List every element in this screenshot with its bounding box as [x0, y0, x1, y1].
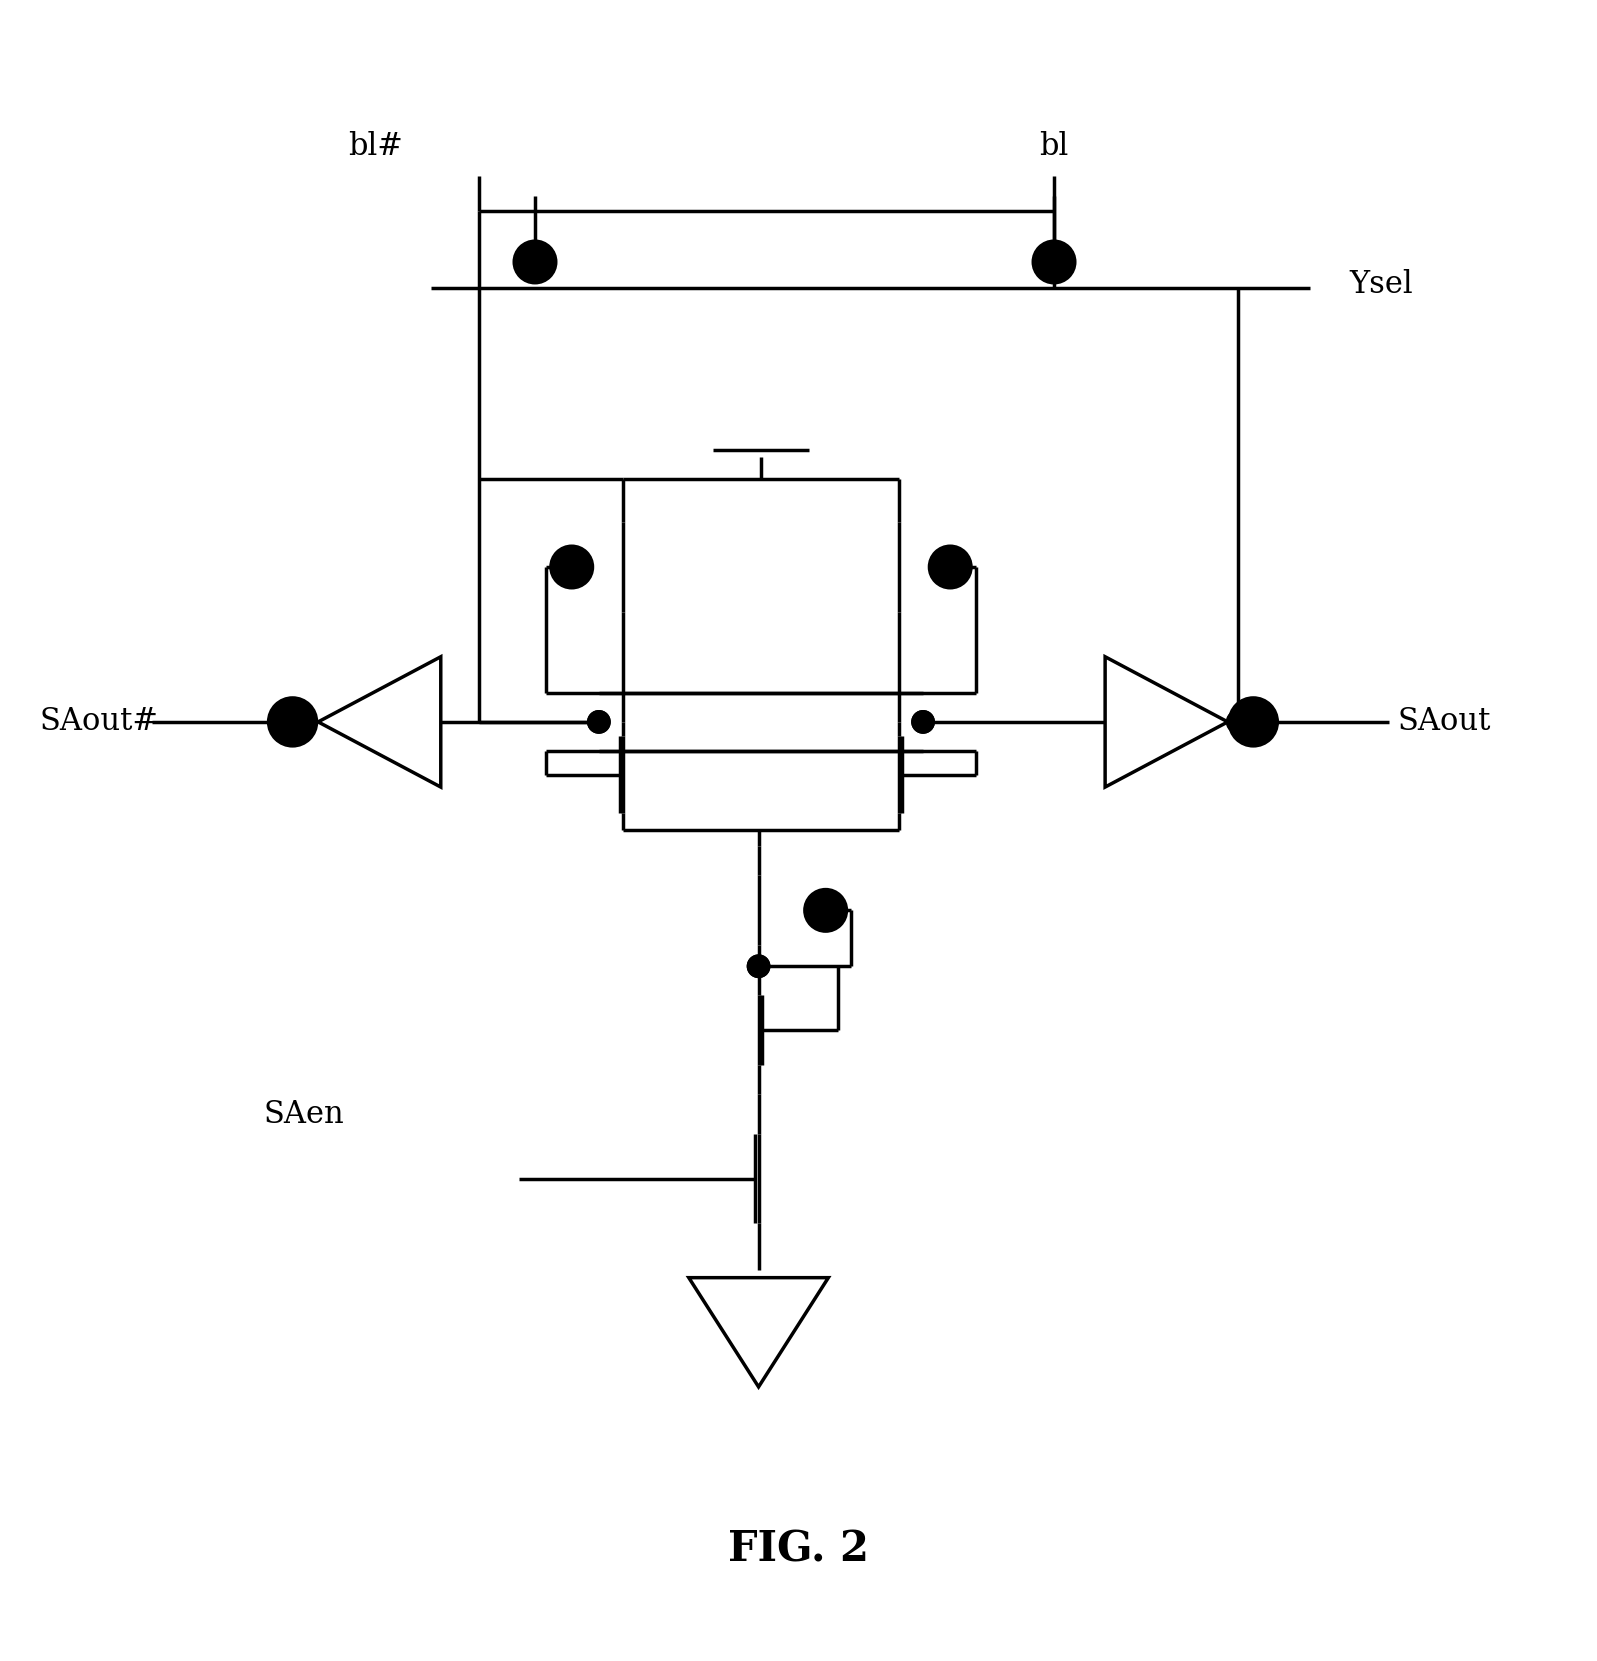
Circle shape [551, 546, 592, 588]
Circle shape [588, 711, 610, 733]
Circle shape [1033, 241, 1075, 282]
Text: SAout: SAout [1397, 706, 1490, 737]
Text: bl#: bl# [348, 131, 402, 163]
Circle shape [1226, 711, 1249, 733]
Circle shape [912, 711, 934, 733]
Circle shape [805, 890, 846, 932]
Text: Ysel: Ysel [1349, 269, 1413, 301]
Circle shape [747, 955, 770, 977]
Circle shape [268, 698, 316, 746]
Text: FIG. 2: FIG. 2 [728, 1528, 869, 1570]
Circle shape [747, 955, 770, 977]
Text: SAen: SAen [264, 1100, 345, 1129]
Circle shape [912, 711, 934, 733]
Circle shape [929, 546, 971, 588]
Circle shape [588, 711, 610, 733]
Circle shape [514, 241, 556, 282]
Circle shape [1230, 698, 1278, 746]
Text: SAout#: SAout# [40, 706, 160, 737]
Text: bl: bl [1040, 131, 1068, 163]
